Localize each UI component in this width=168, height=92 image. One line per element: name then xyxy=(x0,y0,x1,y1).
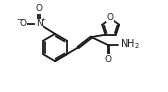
Text: NH$_2$: NH$_2$ xyxy=(120,38,140,51)
Text: O: O xyxy=(20,19,27,28)
Text: +: + xyxy=(40,17,46,22)
Text: O: O xyxy=(35,4,42,13)
Text: O: O xyxy=(107,13,113,22)
Text: N: N xyxy=(36,19,43,28)
Text: O: O xyxy=(105,55,112,64)
Text: −: − xyxy=(16,17,22,23)
